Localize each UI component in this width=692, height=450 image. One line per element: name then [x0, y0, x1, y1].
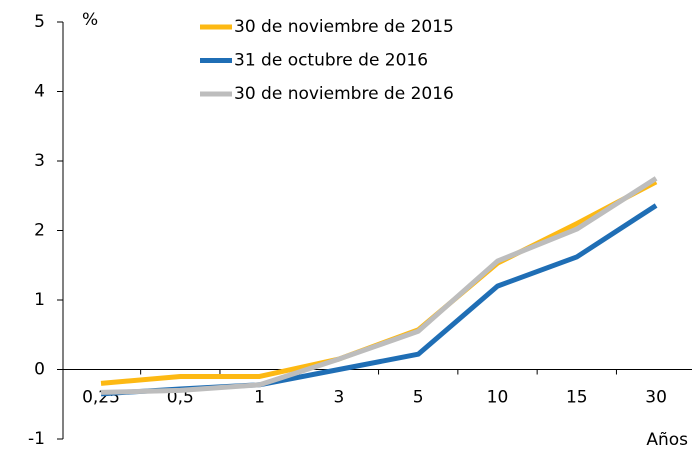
x-tick-label: 30: [645, 388, 667, 408]
x-tick-label: 3: [333, 388, 344, 408]
series-line: [100, 179, 658, 386]
y-tick-label: 4: [34, 82, 45, 102]
y-tick-label: 0: [34, 360, 45, 380]
legend-label: 30 de noviembre de 2015: [234, 17, 454, 37]
y-tick-label: -1: [28, 429, 45, 449]
x-axis-label: Años: [646, 430, 688, 450]
x-tick-label: 5: [413, 388, 424, 408]
legend-label: 30 de noviembre de 2016: [234, 84, 454, 104]
x-tick-label: 10: [487, 388, 509, 408]
x-tick-label: 1: [254, 388, 265, 408]
unit-label: %: [82, 10, 98, 30]
x-tick-label: 15: [566, 388, 588, 408]
series-line: [100, 203, 658, 397]
y-tick-label: 3: [34, 151, 45, 171]
y-tick-label: 2: [34, 221, 45, 241]
series-line: [100, 176, 658, 395]
y-tick-label: 1: [34, 290, 45, 310]
legend-label: 31 de octubre de 2016: [234, 51, 428, 71]
y-tick-label: 5: [34, 12, 45, 32]
